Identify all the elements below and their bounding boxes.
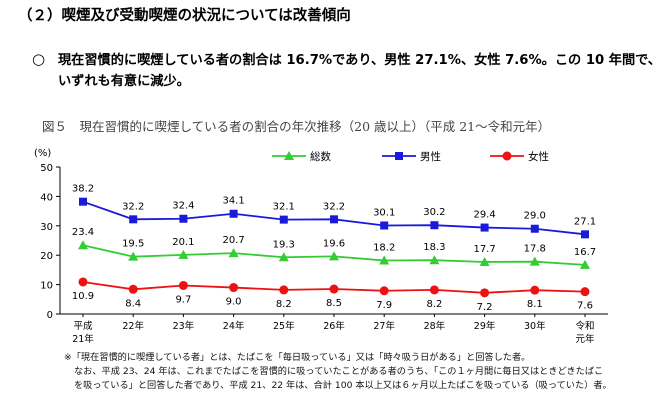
data-point-circle xyxy=(480,288,490,298)
data-label: 10.9 xyxy=(72,291,94,302)
x-tick-label: 平成 21年 xyxy=(72,320,94,345)
data-label: 27.1 xyxy=(574,216,596,227)
x-tick-label: 22年 xyxy=(122,320,144,332)
data-label: 34.1 xyxy=(222,196,244,207)
data-point-circle xyxy=(429,285,439,295)
data-label: 20.1 xyxy=(172,237,194,248)
summary-text: 現在習慣的に喫煙している者の割合は 16.7%であり、男性 27.1%、女性 7… xyxy=(58,53,661,89)
data-point-triangle xyxy=(178,249,189,259)
y-tick-label: 40 xyxy=(40,192,53,203)
data-point-triangle xyxy=(529,256,540,266)
x-tick-label: 23年 xyxy=(173,320,195,332)
data-label: 19.3 xyxy=(273,239,295,250)
data-point-circle xyxy=(128,284,138,294)
data-point-triangle xyxy=(278,252,289,262)
x-tick-label: 27年 xyxy=(373,320,395,332)
y-tick-label: 30 xyxy=(40,222,53,233)
x-tick-label: 24年 xyxy=(223,320,245,332)
data-point-square xyxy=(229,209,238,218)
y-tick-label: 0 xyxy=(47,310,53,321)
bullet-circle-icon: ○ xyxy=(32,50,46,68)
data-point-square xyxy=(430,221,439,230)
data-label: 30.2 xyxy=(423,207,445,218)
data-label: 18.2 xyxy=(373,242,395,253)
data-point-circle xyxy=(379,286,389,296)
data-label: 29.0 xyxy=(524,211,546,222)
x-tick-label: 30年 xyxy=(524,320,546,332)
x-tick-label: 25年 xyxy=(273,320,295,332)
figure-caption: 図５ 現在習慣的に喫煙している者の割合の年次推移（20 歳以上）（平成 21～令… xyxy=(42,119,551,134)
data-label: 17.7 xyxy=(473,244,495,255)
data-label: 9.7 xyxy=(175,294,191,305)
data-label: 23.4 xyxy=(72,227,94,238)
legend-label: 女性 xyxy=(528,150,549,163)
data-point-triangle xyxy=(128,251,139,261)
data-point-circle xyxy=(78,277,88,287)
data-point-square xyxy=(279,215,288,224)
section-heading: （２）喫煙及び受動喫煙の状況については改善傾向 xyxy=(18,8,351,24)
data-label: 9.0 xyxy=(226,297,242,308)
data-point-circle xyxy=(279,285,289,295)
data-label: 16.7 xyxy=(574,247,596,258)
data-point-circle xyxy=(580,287,590,297)
data-point-triangle xyxy=(78,240,88,250)
data-point-triangle xyxy=(580,259,590,269)
footnote-line: を吸っている」と回答した者であり、平成 21、22 年は、合計 100 本以上又… xyxy=(74,380,612,391)
data-point-triangle xyxy=(429,255,440,265)
legend-marker-triangle xyxy=(284,151,294,160)
data-label: 17.8 xyxy=(524,244,546,255)
data-point-circle xyxy=(530,285,540,295)
data-label: 32.2 xyxy=(323,201,345,212)
legend-label: 総数 xyxy=(310,150,331,163)
data-point-triangle xyxy=(329,251,339,261)
data-point-square xyxy=(129,215,138,224)
data-label: 18.3 xyxy=(423,242,445,253)
data-point-triangle xyxy=(379,255,390,265)
data-label: 32.4 xyxy=(172,201,194,212)
footnote: ※「現在習慣的に喫煙している者」とは、たばこを「毎日吸っている」又は「時々吸う日… xyxy=(64,351,668,393)
data-point-square xyxy=(380,221,389,230)
legend-marker-square xyxy=(395,152,403,160)
y-tick-label: 50 xyxy=(40,163,53,174)
data-point-square xyxy=(330,215,338,224)
data-label: 32.1 xyxy=(273,202,295,213)
data-point-square xyxy=(480,223,489,232)
data-label: 32.2 xyxy=(122,201,144,212)
legend-label: 男性 xyxy=(420,150,441,163)
data-point-circle xyxy=(229,283,239,293)
data-label: 7.6 xyxy=(577,301,593,312)
data-point-square xyxy=(530,224,539,233)
legend-marker-circle xyxy=(502,151,512,161)
data-label: 8.2 xyxy=(276,299,292,310)
x-tick-label: 26年 xyxy=(323,320,345,332)
footnote-line: ※「現在習慣的に喫煙している者」とは、たばこを「毎日吸っている」又は「時々吸う日… xyxy=(64,352,531,363)
data-label: 8.5 xyxy=(326,298,342,309)
data-label: 19.6 xyxy=(323,238,345,249)
data-label: 8.1 xyxy=(527,299,543,310)
data-point-square xyxy=(581,230,589,239)
x-tick-label: 28年 xyxy=(424,320,446,332)
data-label: 7.2 xyxy=(477,302,493,313)
data-point-circle xyxy=(329,284,339,294)
data-point-square xyxy=(179,214,188,223)
y-tick-label: 10 xyxy=(40,281,53,292)
data-label: 30.1 xyxy=(373,208,395,219)
x-tick-label: 令和元年 xyxy=(575,320,595,345)
data-label: 8.2 xyxy=(426,299,442,310)
data-label: 19.5 xyxy=(122,239,144,250)
data-point-circle xyxy=(178,280,188,290)
data-label: 8.4 xyxy=(125,298,141,309)
data-point-triangle xyxy=(228,248,239,258)
data-point-square xyxy=(79,197,87,206)
y-tick-label: 20 xyxy=(40,251,53,262)
footnote-line: なお、平成 23、24 年は、これまでたばこを習慣的に吸っていたことがある者のう… xyxy=(74,366,604,377)
y-axis-unit-label: (%) xyxy=(34,148,51,159)
data-label: 20.7 xyxy=(222,235,244,246)
data-label: 7.9 xyxy=(376,300,392,311)
data-label: 29.4 xyxy=(473,210,495,221)
x-tick-label: 29年 xyxy=(474,320,496,332)
data-point-triangle xyxy=(479,256,490,266)
data-label: 38.2 xyxy=(72,184,94,195)
